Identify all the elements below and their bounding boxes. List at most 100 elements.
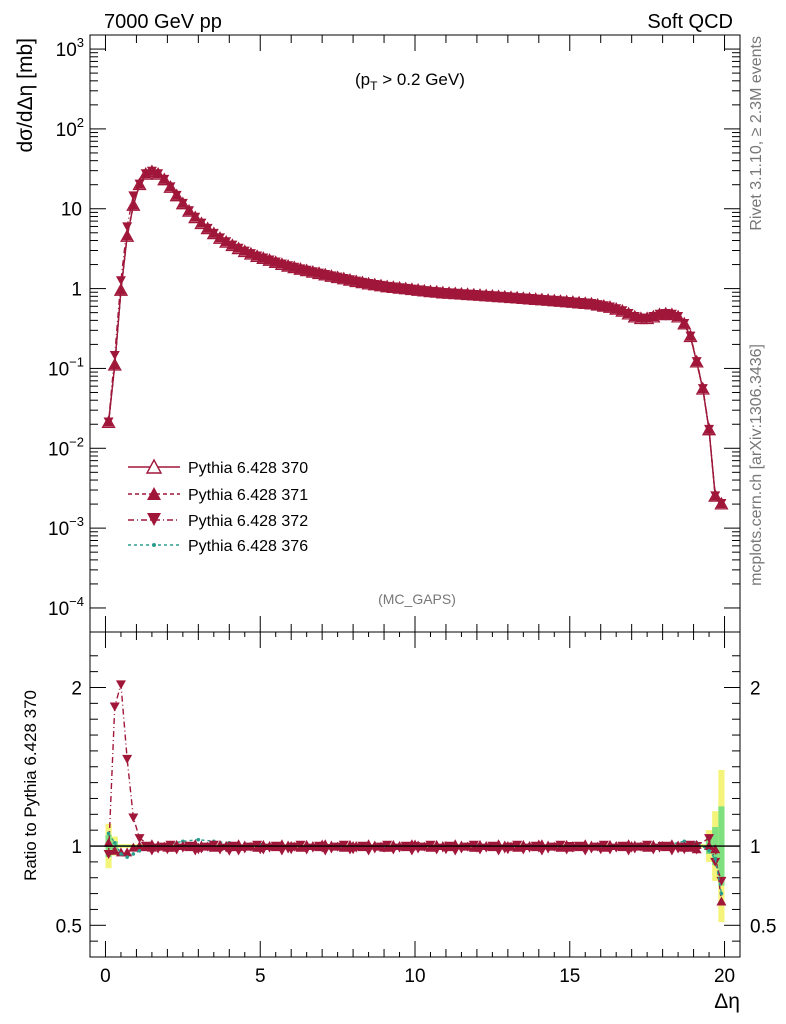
legend-entry-372: Pythia 6.428 372 xyxy=(128,513,308,530)
ratio-y-tick-label-right: 0.5 xyxy=(750,916,776,937)
main-y-tick-label: 10−2 xyxy=(48,434,84,460)
point-370 xyxy=(256,251,271,264)
ratio-point-371 xyxy=(122,847,133,857)
ratio-point-376 xyxy=(719,891,724,896)
point-370 xyxy=(615,303,630,317)
point-370 xyxy=(126,198,141,211)
point-370 xyxy=(287,260,302,274)
point-370 xyxy=(200,221,215,235)
point-370 xyxy=(342,272,358,286)
mcplots-reference-text: mcplots.cern.ch [arXiv:1306.3436] xyxy=(748,344,765,586)
point-370 xyxy=(268,255,283,268)
point-370 xyxy=(627,309,642,323)
legend-marker-dot xyxy=(152,543,156,547)
ratio-y-tick-label-right: 2 xyxy=(750,678,761,699)
ratio-point-371 xyxy=(283,840,294,850)
main-y-tick-label: 10−3 xyxy=(48,514,84,540)
x-tick-label: 5 xyxy=(255,966,266,987)
point-370 xyxy=(349,274,364,288)
point-370 xyxy=(107,357,122,371)
ratio-point-371 xyxy=(165,842,176,852)
legend-label-371: Pythia 6.428 371 xyxy=(188,487,308,504)
ratio-point-372 xyxy=(128,813,139,823)
point-370 xyxy=(670,309,686,323)
ratio-point-371 xyxy=(326,840,337,850)
point-370 xyxy=(683,329,698,343)
point-370 xyxy=(280,258,296,272)
ratio-point-371 xyxy=(555,842,566,852)
legend-label-370: Pythia 6.428 370 xyxy=(188,460,308,477)
ratio-point-371 xyxy=(153,840,164,850)
ratio-y-tick-label-left: 1 xyxy=(71,837,82,858)
x-axis-label: Δη xyxy=(714,990,740,1013)
ratio-point-376 xyxy=(713,856,718,861)
point-370 xyxy=(169,188,184,202)
ratio-point-376 xyxy=(106,831,111,836)
ratio-point-371 xyxy=(512,842,523,852)
point-370 xyxy=(150,166,166,180)
ratio-point-371 xyxy=(685,842,696,852)
ratio-point-372 xyxy=(103,849,114,859)
point-372 xyxy=(128,191,139,201)
ratio-point-372 xyxy=(109,702,120,712)
point-370 xyxy=(355,275,370,289)
point-370 xyxy=(212,231,228,244)
ratio-point-371 xyxy=(369,840,380,850)
legend-marker-triangle-open xyxy=(145,458,163,474)
point-370 xyxy=(175,196,190,210)
point-370 xyxy=(602,300,618,313)
point-370 xyxy=(132,177,147,191)
ratio-point-371 xyxy=(598,842,609,852)
mc-gaps-watermark: (MC_GAPS) xyxy=(378,591,456,607)
ratio-point-376 xyxy=(682,839,687,844)
ratio-point-376 xyxy=(119,852,123,856)
point-370 xyxy=(689,354,704,368)
x-tick-label: 10 xyxy=(404,966,425,987)
ratio-point-371 xyxy=(208,842,219,852)
point-370 xyxy=(219,234,234,248)
ratio-point-371 xyxy=(543,840,554,850)
point-370 xyxy=(677,316,692,330)
ratio-point-372 xyxy=(716,876,727,886)
pt-cut-annotation: (pT > 0.2 GeV) xyxy=(355,70,465,93)
ratio-point-376 xyxy=(112,841,117,845)
legend-label-376: Pythia 6.428 376 xyxy=(188,538,308,555)
point-370 xyxy=(113,283,129,296)
point-370 xyxy=(250,249,265,262)
ratio-point-371 xyxy=(586,840,597,850)
ratio-point-371 xyxy=(629,840,640,850)
ratio-point-371 xyxy=(252,842,263,852)
x-tick-label: 20 xyxy=(714,966,735,987)
point-370 xyxy=(701,422,717,436)
point-370 xyxy=(336,271,351,285)
ratio-y-tick-label-right: 1 xyxy=(750,837,761,858)
main-y-tick-label: 103 xyxy=(56,35,84,61)
ratio-point-371 xyxy=(468,842,479,852)
point-370 xyxy=(243,246,259,260)
x-tick-label: 15 xyxy=(559,966,580,987)
ratio-point-371 xyxy=(196,840,207,850)
main-y-tick-label: 102 xyxy=(56,115,84,141)
ratio-point-376 xyxy=(125,855,129,859)
ratio-series-group xyxy=(103,680,727,906)
ratio-y-tick-label-left: 2 xyxy=(71,678,82,699)
header-right-label: Soft QCD xyxy=(647,11,733,33)
point-370 xyxy=(274,257,290,271)
legend-marker-triangle-down xyxy=(147,513,161,526)
x-tick-labels: 0 5 10 15 20 xyxy=(100,966,735,987)
main-y-axis-label: dσ/dΔη [mb] xyxy=(14,38,37,153)
point-370 xyxy=(144,164,160,178)
main-y-tick-label: 10−1 xyxy=(48,354,84,380)
point-370 xyxy=(157,172,172,186)
ratio-point-372 xyxy=(122,754,133,764)
ratio-point-371 xyxy=(382,842,393,852)
point-370 xyxy=(708,489,723,502)
point-370 xyxy=(231,241,246,255)
point-370 xyxy=(237,244,252,258)
point-370 xyxy=(596,298,611,312)
point-370 xyxy=(305,264,320,278)
point-370 xyxy=(262,253,277,266)
point-370 xyxy=(609,301,624,315)
main-series-group xyxy=(101,164,729,510)
ratio-point-371 xyxy=(499,840,510,850)
